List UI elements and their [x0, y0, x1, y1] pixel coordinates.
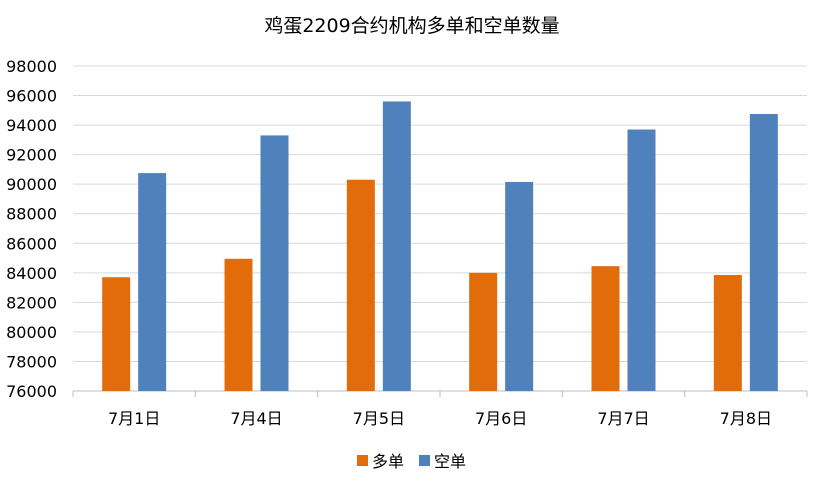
bar-short — [382, 101, 411, 392]
y-tick-label: 76000 — [6, 382, 57, 401]
y-tick-label: 86000 — [6, 234, 57, 253]
y-tick-label: 78000 — [6, 352, 57, 371]
bar-long — [224, 258, 253, 391]
legend-label: 空单 — [434, 452, 466, 471]
bar-short — [627, 129, 656, 392]
bar-short — [260, 135, 289, 391]
y-tick-label: 82000 — [6, 293, 57, 312]
bar-long — [102, 277, 131, 391]
bar-short — [749, 114, 778, 392]
chart-title: 鸡蛋2209合约机构多单和空单数量 — [264, 15, 559, 37]
y-tick-label: 84000 — [6, 264, 57, 283]
legend-swatch — [419, 455, 430, 466]
x-tick-label: 7月8日 — [720, 409, 772, 428]
x-tick-label: 7月1日 — [108, 409, 160, 428]
x-axis-ticks: 7月1日 7月4日 7月5日 7月6日 7月7日 7月8日 — [72, 391, 808, 428]
bar-long — [713, 275, 742, 391]
legend-swatch — [357, 455, 368, 466]
bar-long — [469, 272, 498, 391]
gridlines — [73, 65, 807, 392]
x-tick-label: 7月5日 — [353, 409, 405, 428]
legend: 多单 空单 — [357, 452, 466, 471]
y-tick-label: 90000 — [6, 175, 57, 194]
y-tick-label: 94000 — [6, 116, 57, 135]
x-tick-label: 7月6日 — [475, 409, 527, 428]
x-tick-label: 7月4日 — [230, 409, 282, 428]
bar-short — [138, 173, 167, 391]
y-axis-ticks: 76000 78000 80000 82000 84000 86000 88000 90000… — [6, 57, 57, 401]
y-tick-label: 80000 — [6, 323, 57, 342]
y-tick-label: 96000 — [6, 87, 57, 106]
bar-long — [591, 266, 620, 391]
bars — [102, 101, 778, 392]
y-tick-label: 92000 — [6, 146, 57, 165]
y-tick-label: 98000 — [6, 57, 57, 76]
legend-label: 多单 — [372, 452, 404, 471]
bar-long — [346, 179, 375, 391]
x-tick-label: 7月7日 — [597, 409, 649, 428]
y-tick-label: 88000 — [6, 205, 57, 224]
bar-short — [505, 181, 534, 391]
